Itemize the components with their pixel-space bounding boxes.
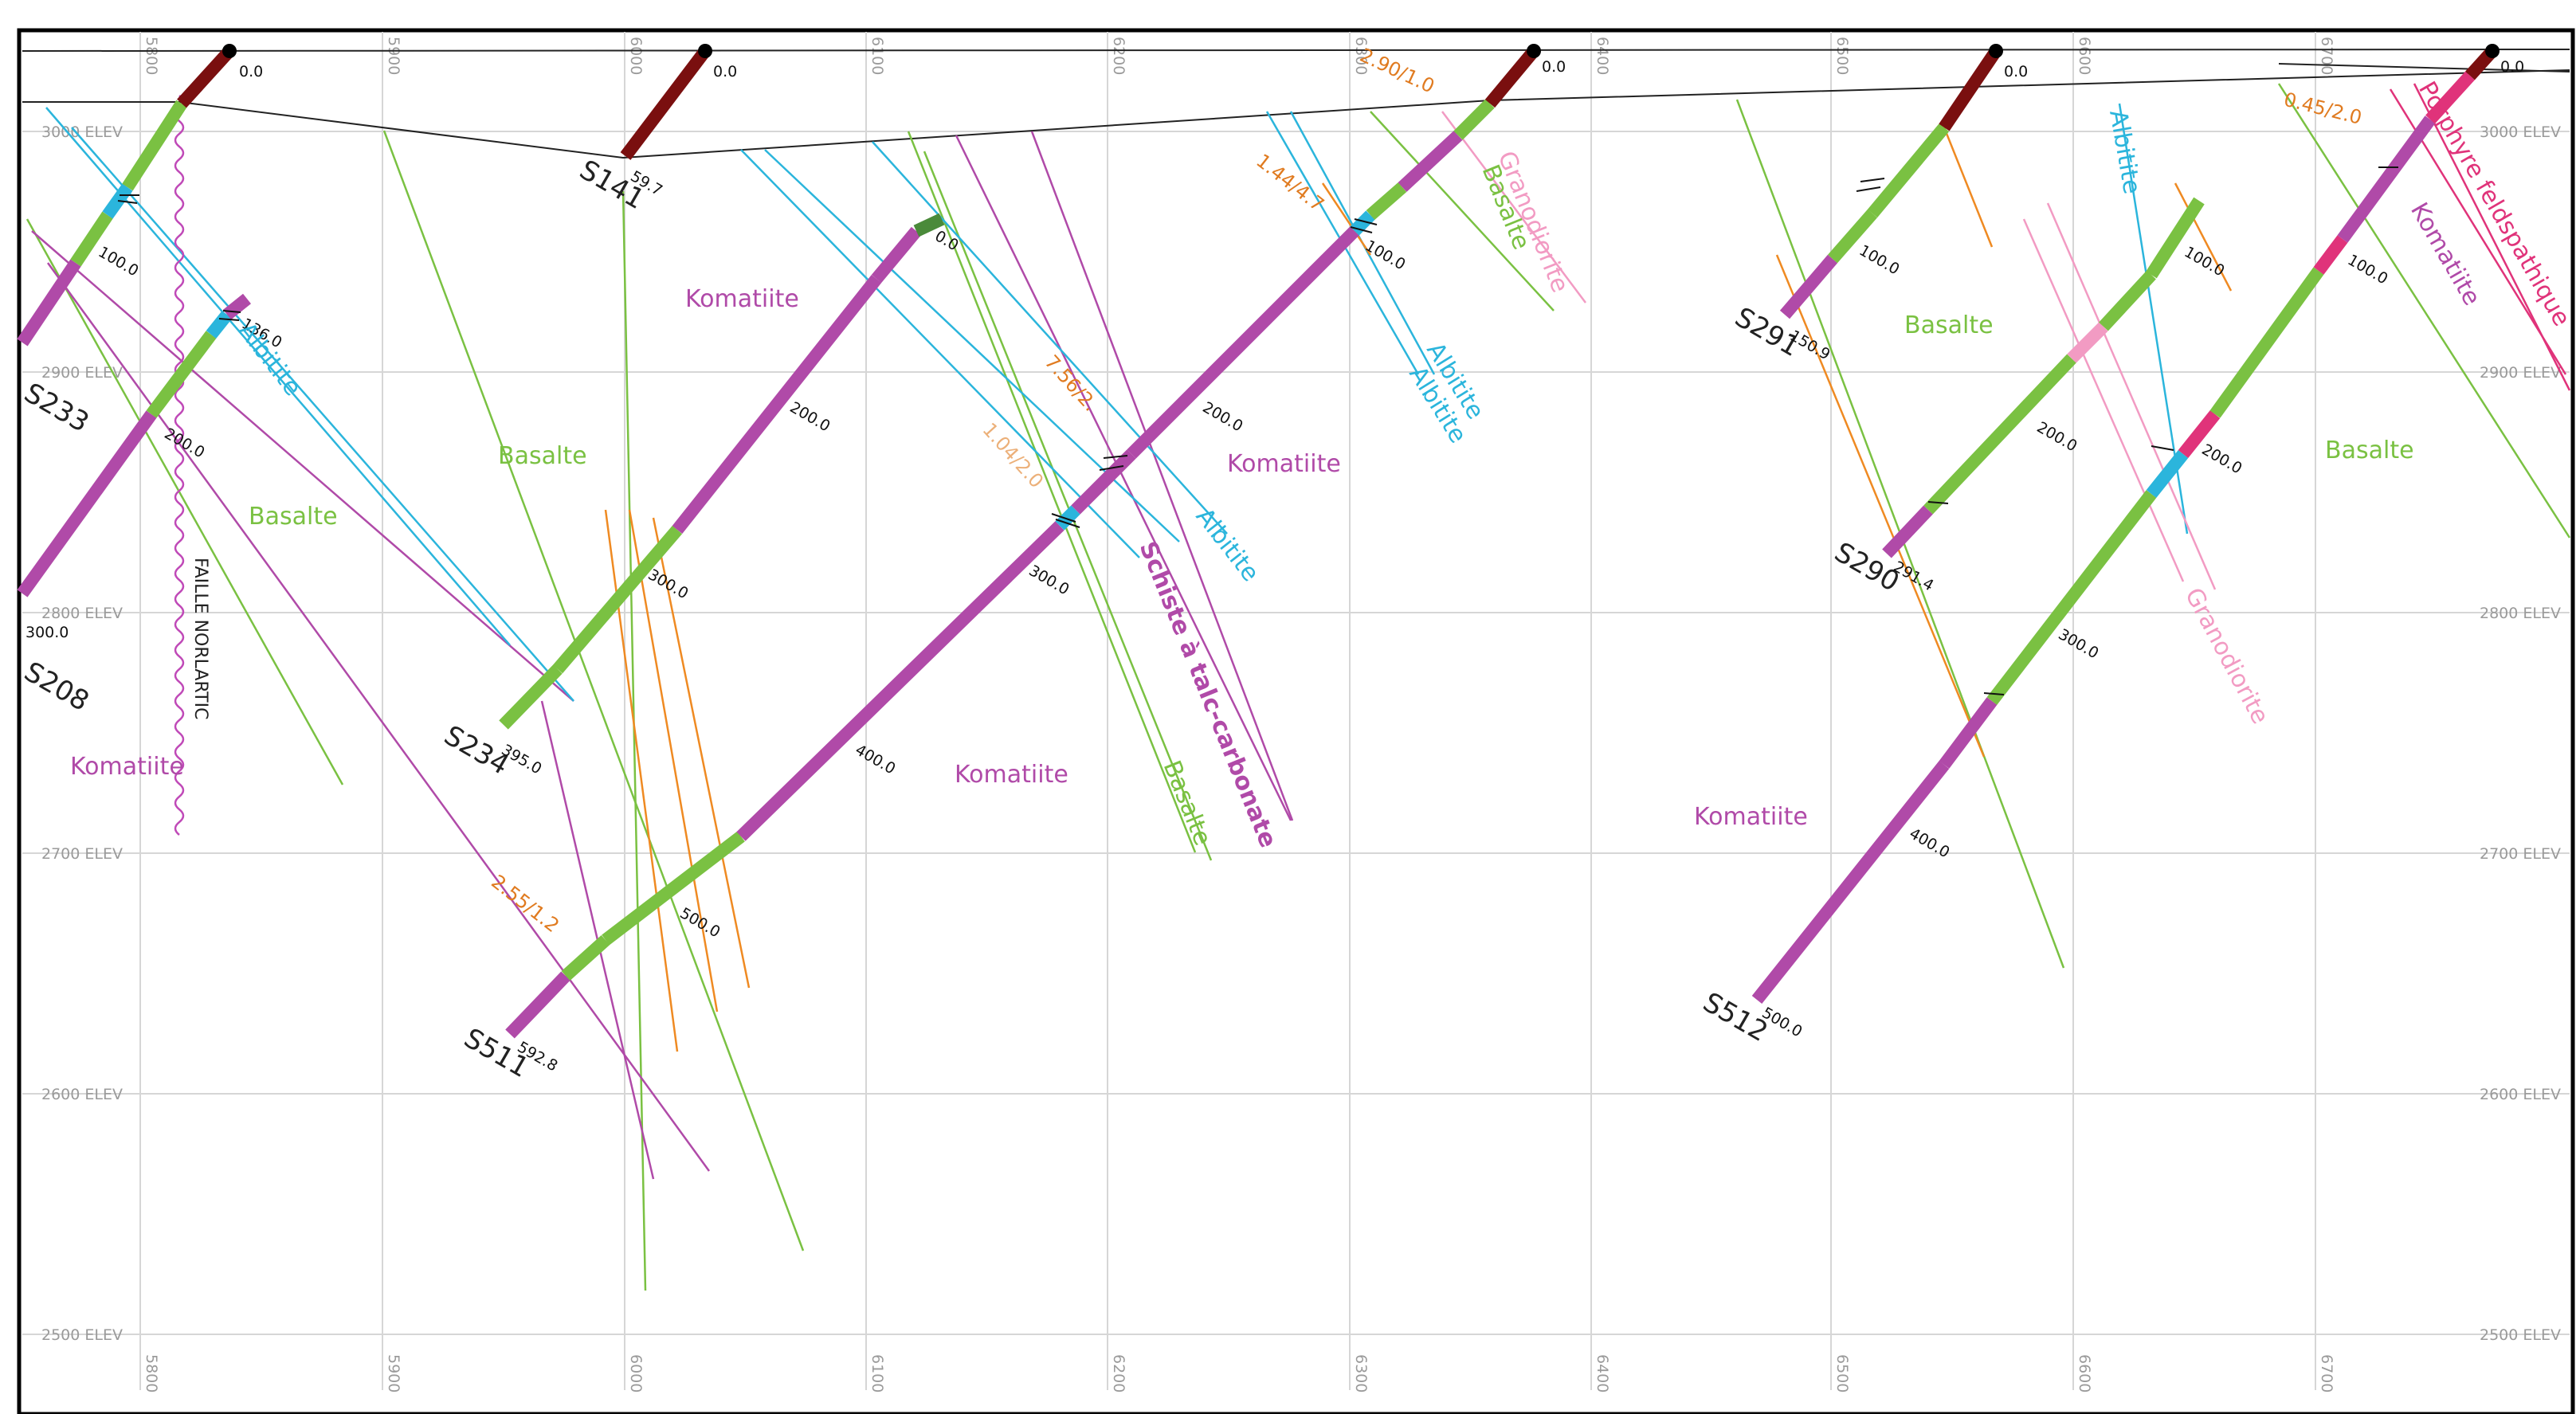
svg-text:200.0: 200.0 [787, 398, 833, 435]
easting-label: 6600 [2076, 37, 2093, 75]
komatiite-label: Komatiite [2405, 198, 2486, 311]
hole-label: S233 [19, 377, 95, 439]
drillhole-s208 [17, 293, 251, 597]
granodiorite-label: Granodiorite [2179, 583, 2274, 728]
topography [22, 49, 2570, 159]
drillhole-s512 [1751, 44, 2500, 1004]
easting-label: 5800 [143, 1354, 160, 1392]
easting-label: 6700 [2318, 37, 2335, 75]
collar-depth: 0.0 [2500, 58, 2524, 76]
bedrock-line-east [2278, 63, 2570, 72]
hole-end-depth: 291.4 [1891, 558, 1937, 594]
basalte-label: Basalte [1158, 757, 1217, 850]
porphyre-label: Porphyre feldspathique [2413, 77, 2575, 331]
elev-label: 2600 ELEV [2480, 1086, 2561, 1103]
collar-depth: 0.0 [1542, 58, 1566, 76]
elev-label: 2700 ELEV [2480, 845, 2561, 863]
easting-label: 5800 [143, 37, 160, 75]
faille-norlartic [174, 95, 185, 836]
svg-text:100.0: 100.0 [96, 243, 142, 280]
elev-label: 2900 ELEV [41, 364, 123, 382]
lithology-label: Komatiite [685, 285, 799, 313]
drillhole-s291 [1779, 44, 2003, 319]
drillhole-s290 [1882, 197, 2205, 558]
lithology-label: Komatiite [70, 753, 184, 781]
easting-label: 6500 [1833, 37, 1851, 75]
easting-label: 5900 [385, 1354, 402, 1392]
faille-label: FAILLE NORLARTIC [190, 558, 210, 719]
svg-text:200.0: 200.0 [2199, 441, 2245, 477]
easting-label: 6100 [868, 1354, 886, 1392]
elev-label: 2700 ELEV [41, 845, 123, 863]
svg-text:200.0: 200.0 [162, 425, 208, 461]
elev-label: 2800 ELEV [2480, 605, 2561, 622]
albitite-label: Albitite [2104, 108, 2146, 196]
lithology-label: Komatiite [955, 761, 1068, 789]
fault-trace [174, 95, 185, 836]
collar-depth: 0.0 [713, 63, 737, 80]
svg-text:0.45/2.0: 0.45/2.0 [2282, 88, 2365, 129]
drillhole-s233 [17, 44, 237, 347]
svg-text:100.0: 100.0 [2182, 243, 2228, 280]
geological-contacts [25, 83, 2571, 1291]
svg-text:200.0: 200.0 [1200, 398, 1246, 435]
elev-label: 3000 ELEV [2480, 123, 2561, 141]
easting-label: 6300 [1352, 37, 1370, 75]
easting-label: 6700 [2318, 1354, 2335, 1392]
easting-label: 5900 [385, 37, 402, 75]
drawing-border [17, 28, 2575, 1414]
surface-line [22, 49, 2570, 52]
easting-label: 6300 [1352, 1354, 1370, 1392]
lithology-label: Basalte [1904, 311, 1994, 339]
collar-depth: 0.0 [239, 63, 263, 80]
svg-text:100.0: 100.0 [1857, 241, 1903, 278]
easting-label: 6400 [1594, 37, 1611, 75]
svg-text:400.0: 400.0 [1907, 825, 1953, 861]
easting-label: 6200 [1110, 37, 1127, 75]
lithology-label: Komatiite [1227, 450, 1341, 478]
hole-label: S208 [19, 656, 95, 718]
easting-label: 6100 [868, 37, 886, 75]
elev-label: 3000 ELEV [41, 123, 123, 141]
svg-text:300.0: 300.0 [1026, 562, 1072, 598]
svg-text:2.55/1.2: 2.55/1.2 [487, 871, 563, 937]
lithology-label: Basalte [249, 503, 338, 531]
drillhole-s234 [499, 213, 945, 730]
lithology-label: Basalte [498, 442, 587, 470]
svg-text:300.0: 300.0 [2056, 625, 2102, 662]
lithology-label: Basalte [2325, 437, 2414, 464]
collar-labels: 0.0 0.0 0.0 0.0 0.0 [239, 58, 2524, 80]
intercept-ticks [117, 166, 2398, 695]
elev-label: 2500 ELEV [41, 1326, 123, 1344]
lithology-label: Komatiite [1694, 803, 1808, 831]
collar-depth: 0.0 [2004, 63, 2028, 80]
grid-lines [22, 32, 2570, 1390]
easting-label: 6500 [1833, 1354, 1851, 1392]
easting-label: 6400 [1594, 1354, 1611, 1392]
elev-label: 2600 ELEV [41, 1086, 123, 1103]
lithology-labels: Komatiite Basalte Basalte Komatiite Koma… [70, 285, 2414, 831]
hole-end-depth: 300.0 [25, 624, 69, 641]
bedrock-line [22, 69, 2570, 159]
albitite-label: Albitite [1190, 503, 1264, 587]
svg-text:300.0: 300.0 [645, 566, 692, 602]
drillhole-s141 [620, 44, 712, 160]
schiste-label: Schiste à talc-carbonate [1134, 538, 1282, 852]
svg-text:100.0: 100.0 [2345, 251, 2391, 288]
elev-label: 2800 ELEV [41, 605, 123, 622]
hole-end-depth: 500.0 [1759, 1004, 1806, 1040]
easting-label: 6600 [2076, 1354, 2093, 1392]
svg-text:100.0: 100.0 [1362, 237, 1409, 273]
grid-labels: 3000 ELEV 2900 ELEV 2800 ELEV 2700 ELEV … [41, 37, 2561, 1392]
hole-end-depth: 395.0 [499, 741, 545, 778]
svg-text:400.0: 400.0 [853, 741, 899, 778]
easting-label: 6000 [627, 1354, 645, 1392]
easting-label: 6200 [1110, 1354, 1127, 1392]
hole-end-depth: 150.9 [1787, 327, 1833, 363]
elev-label: 2500 ELEV [2480, 1326, 2561, 1344]
elev-label: 2900 ELEV [2480, 364, 2561, 382]
easting-label: 6000 [627, 37, 645, 75]
